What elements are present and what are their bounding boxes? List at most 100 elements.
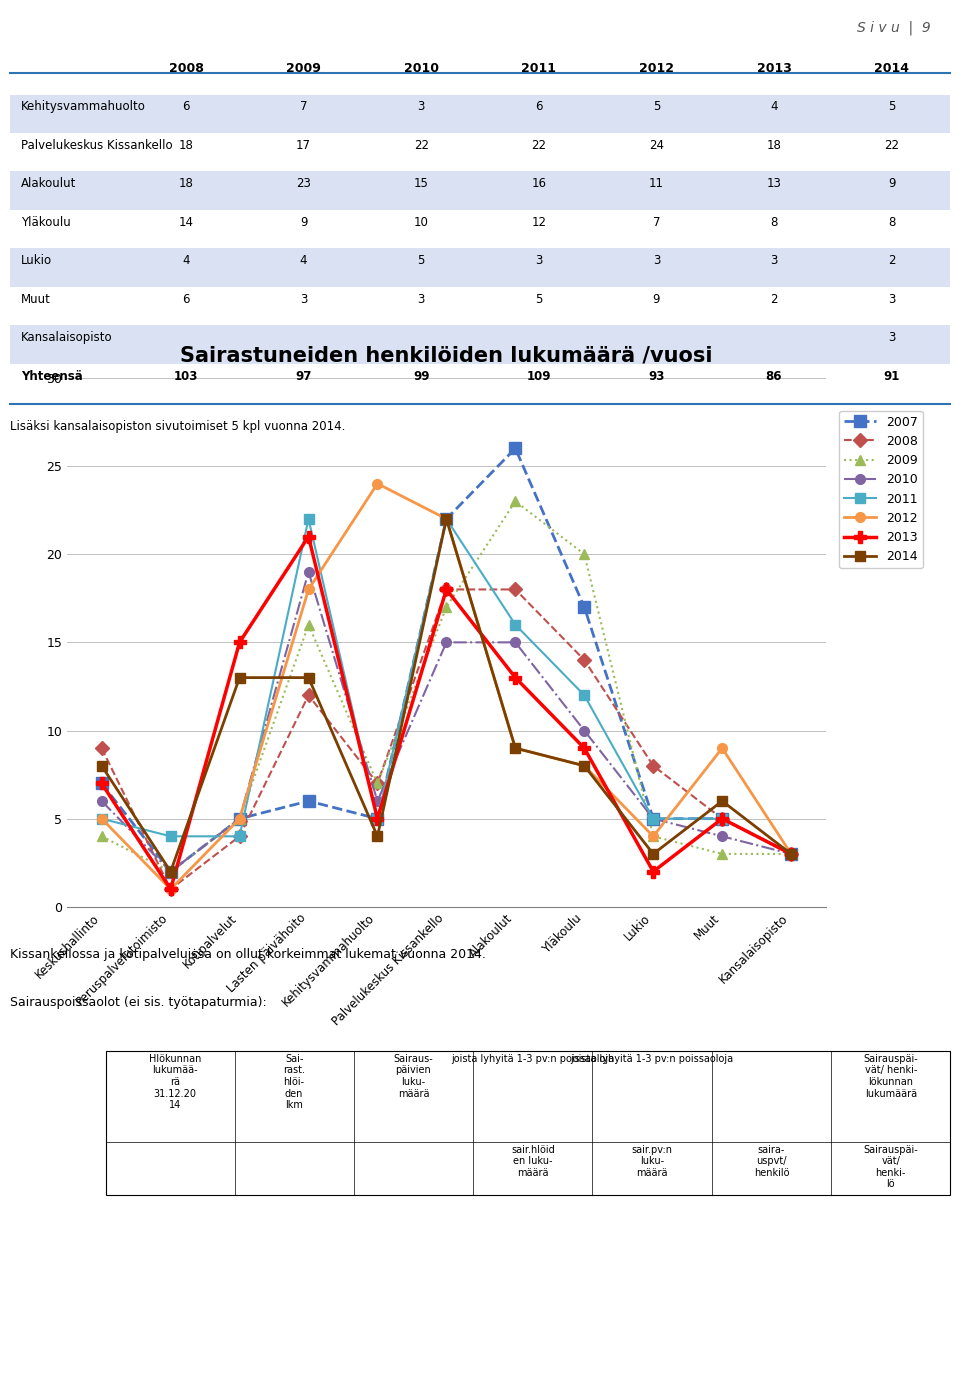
2012 [302,581,314,598]
Text: 18: 18 [179,139,193,151]
Text: 4: 4 [300,254,307,267]
2007 [716,811,728,827]
Text: 22: 22 [531,139,546,151]
Text: 3: 3 [535,254,542,267]
2013 [302,528,314,544]
Text: 12: 12 [531,216,546,228]
2009 [510,493,521,510]
2010 [96,793,108,809]
Line: 2007: 2007 [96,442,797,877]
Text: 2010: 2010 [404,62,439,74]
Text: 9: 9 [653,293,660,305]
Text: Sairauspoissaolot (ei sis. työtapaturmia):: Sairauspoissaolot (ei sis. työtapaturmia… [10,996,266,1009]
Text: 3: 3 [300,293,307,305]
2010 [510,635,521,651]
2008 [647,757,659,774]
2012 [785,845,797,863]
Line: 2011: 2011 [97,514,796,859]
2013 [441,581,452,598]
2007 [785,845,797,863]
2014 [785,845,797,863]
2014 [96,757,108,774]
2014 [372,829,383,845]
Text: Yläkoulu: Yläkoulu [21,216,71,228]
2007 [372,811,383,827]
2010 [165,863,177,879]
2013 [234,635,246,651]
2014 [165,863,177,879]
Text: 2009: 2009 [286,62,321,74]
Text: Lukio: Lukio [21,254,53,267]
Text: 2: 2 [888,254,896,267]
Text: Alakoulut: Alakoulut [21,177,77,190]
2011 [785,845,797,863]
2011 [579,687,590,703]
2008 [96,739,108,756]
2007 [647,811,659,827]
Text: 17: 17 [296,139,311,151]
2008 [716,811,728,827]
Text: 5: 5 [418,254,425,267]
Text: Palvelukeskus Kissankello: Palvelukeskus Kissankello [21,139,173,151]
Text: 24: 24 [649,139,664,151]
2012 [510,739,521,756]
2011 [302,511,314,528]
Text: 9: 9 [300,216,307,228]
Text: 7: 7 [300,100,307,113]
2008 [785,845,797,863]
Text: 3: 3 [770,254,778,267]
Text: 5: 5 [535,293,542,305]
Text: 4: 4 [182,254,190,267]
2012 [441,511,452,528]
Line: 2013: 2013 [96,530,797,894]
2009 [165,863,177,879]
2010 [716,829,728,845]
Text: 4: 4 [770,100,778,113]
2007 [579,599,590,616]
2010 [579,723,590,739]
2014 [510,739,521,756]
2007 [165,863,177,879]
Text: saira-
uspvt/
henkilö: saira- uspvt/ henkilö [754,1145,789,1178]
2011 [96,811,108,827]
Text: 2013: 2013 [756,62,791,74]
2009 [372,775,383,791]
2009 [441,599,452,616]
Text: 6: 6 [535,100,542,113]
Line: 2010: 2010 [97,567,796,877]
2009 [234,811,246,827]
Text: S i v u  |  9: S i v u | 9 [857,21,931,36]
2012 [372,475,383,492]
Text: 91: 91 [883,370,900,382]
Text: 23: 23 [297,177,311,190]
Text: 22: 22 [884,139,900,151]
Text: Hlökunnan
lukumää-
rä
31.12.20
14: Hlökunnan lukumää- rä 31.12.20 14 [149,1054,201,1110]
Text: 5: 5 [888,100,896,113]
Text: Sairaus-
päivien
luku-
määrä: Sairaus- päivien luku- määrä [394,1054,433,1099]
2008 [579,651,590,668]
2010 [234,811,246,827]
2013 [96,775,108,791]
Text: 2012: 2012 [639,62,674,74]
2007 [302,793,314,809]
Text: 3: 3 [888,293,896,305]
Text: Kehitysvammahuolto: Kehitysvammahuolto [21,100,146,113]
Text: 109: 109 [526,370,551,382]
2008 [441,581,452,598]
2013 [372,811,383,827]
2013 [165,881,177,897]
Line: 2008: 2008 [97,584,796,894]
Line: 2012: 2012 [97,478,796,894]
Title: Sairastuneiden henkilöiden lukumäärä /vuosi: Sairastuneiden henkilöiden lukumäärä /vu… [180,345,712,365]
2008 [165,881,177,897]
2013 [579,739,590,756]
2011 [716,811,728,827]
Text: 10: 10 [414,216,428,228]
Line: 2014: 2014 [97,514,796,877]
2014 [716,793,728,809]
2011 [165,829,177,845]
2013 [785,845,797,863]
Text: Sairauspäi-
vät/ henki-
lökunnan
lukumäärä: Sairauspäi- vät/ henki- lökunnan lukumää… [863,1054,918,1099]
Text: Sairauspäi-
vät/
henki-
lö: Sairauspäi- vät/ henki- lö [863,1145,918,1190]
Text: 6: 6 [182,293,190,305]
